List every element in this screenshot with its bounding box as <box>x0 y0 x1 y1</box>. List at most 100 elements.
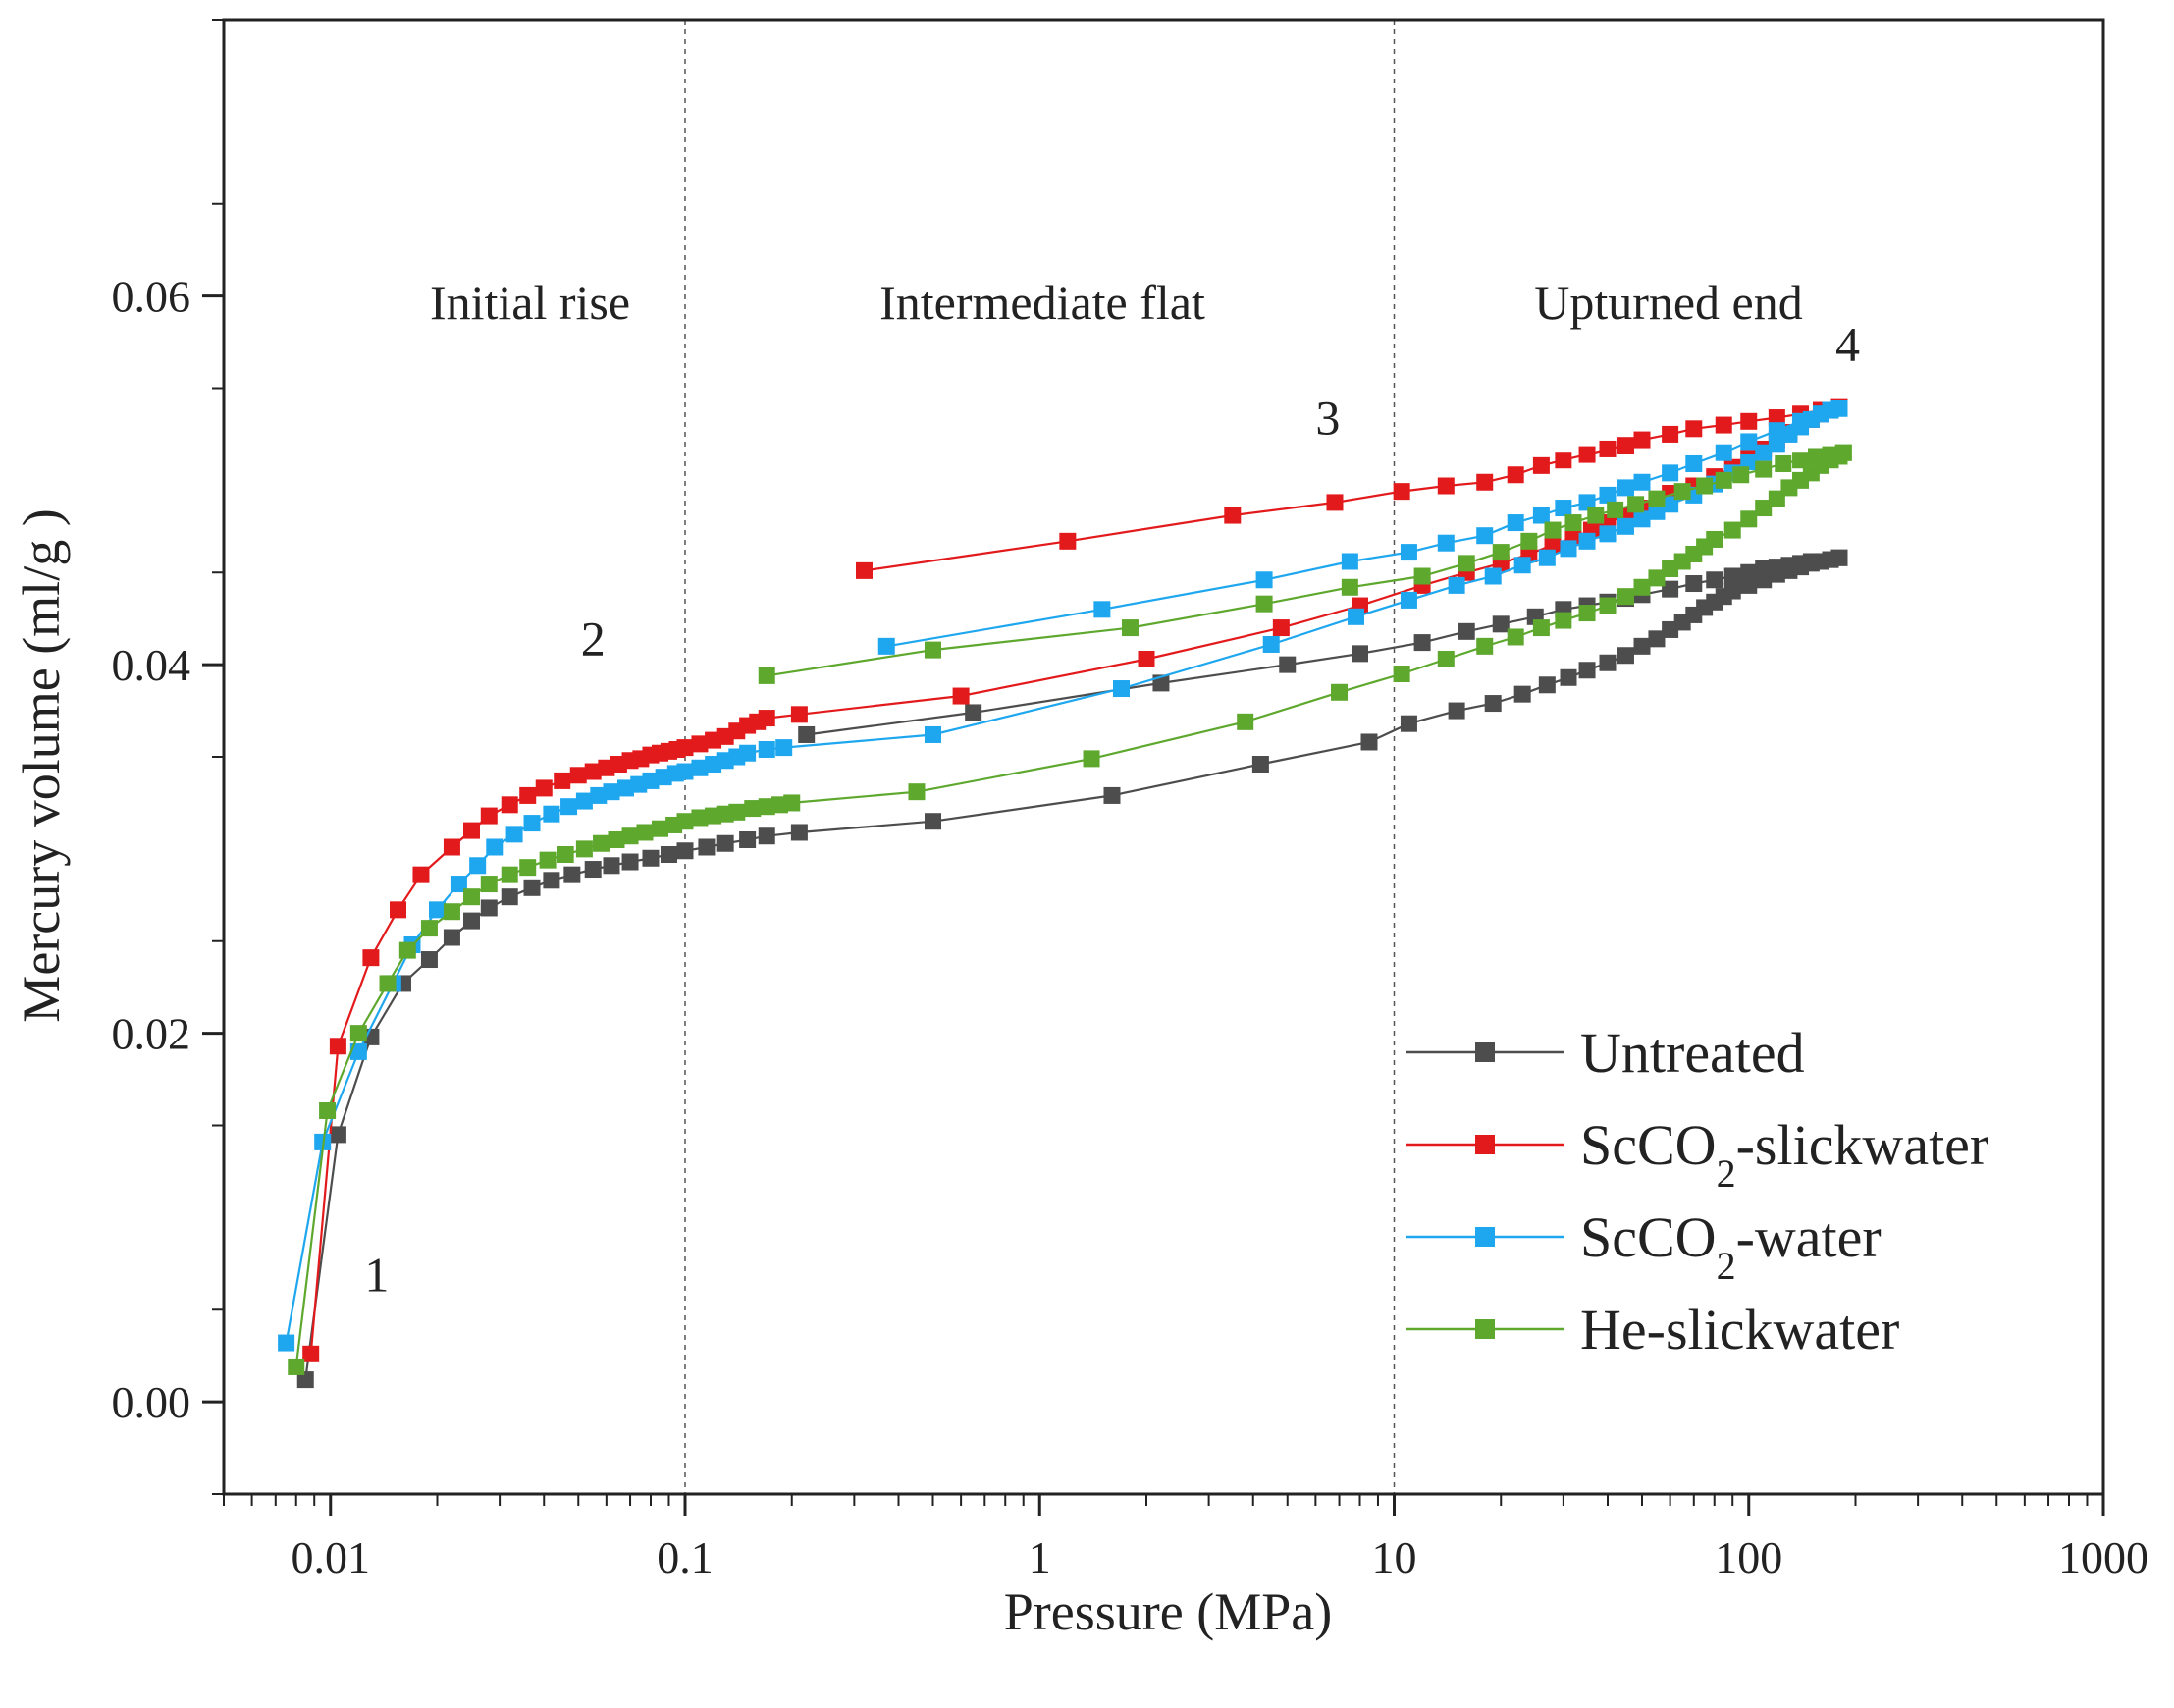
data-point-2-intrusion-0 <box>278 1334 295 1352</box>
data-point-1-extrusion-8 <box>1633 431 1651 449</box>
data-point-0-intrusion-44 <box>1723 582 1741 600</box>
data-point-3-extrusion-17 <box>1492 544 1510 561</box>
data-point-0-extrusion-7 <box>1755 560 1773 577</box>
data-point-3-intrusion-34 <box>1437 650 1455 667</box>
data-point-0-intrusion-34 <box>1599 654 1617 671</box>
data-point-0-intrusion-11 <box>563 866 581 883</box>
data-point-1-extrusion-18 <box>1326 494 1344 511</box>
data-point-3-extrusion-8 <box>1696 477 1714 495</box>
data-point-3-extrusion-16 <box>1520 532 1538 550</box>
data-point-2-intrusion-44 <box>1662 496 1679 513</box>
data-point-1-intrusion-0 <box>302 1345 320 1362</box>
data-point-1-extrusion-19 <box>1224 507 1242 524</box>
data-point-0-intrusion-10 <box>543 872 560 889</box>
data-point-1-extrusion-11 <box>1578 446 1596 463</box>
data-point-0-intrusion-32 <box>1560 668 1577 686</box>
data-point-0-intrusion-36 <box>1633 637 1651 655</box>
data-point-3-intrusion-18 <box>652 820 669 837</box>
data-point-0-intrusion-31 <box>1538 676 1556 694</box>
x-tick-label-4: 100 <box>1715 1532 1782 1582</box>
y-axis-title: Mercury volume (ml/g ) <box>12 508 71 1022</box>
data-point-2-intrusion-49 <box>1755 444 1773 461</box>
data-point-3-intrusion-15 <box>608 830 625 848</box>
data-point-0-extrusion-10 <box>1706 571 1723 589</box>
data-point-1-intrusion-9 <box>519 786 537 804</box>
data-point-2-extrusion-2 <box>1792 412 1810 430</box>
data-point-1-intrusion-1 <box>329 1038 346 1055</box>
data-point-3-intrusion-36 <box>1507 628 1524 646</box>
data-point-3-intrusion-5 <box>420 920 438 937</box>
data-point-2-intrusion-26 <box>739 744 757 762</box>
series-line-2-extrusion <box>886 407 1840 648</box>
data-point-1-intrusion-32 <box>1138 650 1155 667</box>
data-point-1-intrusion-22 <box>676 739 694 757</box>
data-point-0-intrusion-33 <box>1578 662 1596 679</box>
data-point-0-intrusion-6 <box>463 912 481 930</box>
data-point-1-intrusion-8 <box>501 796 518 814</box>
data-point-3-intrusion-51 <box>1755 500 1773 517</box>
data-point-3-intrusion-48 <box>1706 530 1723 548</box>
data-point-0-intrusion-8 <box>501 888 518 906</box>
data-point-0-intrusion-15 <box>642 849 660 867</box>
data-point-2-intrusion-38 <box>1560 540 1577 558</box>
data-point-3-extrusion-14 <box>1564 514 1582 532</box>
data-point-2-intrusion-9 <box>505 826 523 843</box>
data-point-0-intrusion-28 <box>1448 702 1465 720</box>
data-point-3-intrusion-29 <box>908 783 926 801</box>
point-annotation-4: 4 <box>1835 316 1860 371</box>
data-point-3-intrusion-31 <box>1237 713 1254 730</box>
data-point-2-intrusion-6 <box>450 876 467 893</box>
data-point-3-intrusion-3 <box>379 975 397 992</box>
data-point-3-intrusion-20 <box>676 813 694 830</box>
data-point-1-intrusion-5 <box>443 838 460 856</box>
data-point-2-intrusion-31 <box>1262 635 1280 653</box>
data-point-3-intrusion-28 <box>783 794 801 812</box>
data-point-0-extrusion-21 <box>1413 634 1431 652</box>
y-tick-label-3: 0.06 <box>112 272 191 322</box>
data-point-1-extrusion-10 <box>1599 440 1617 457</box>
data-point-3-intrusion-50 <box>1740 510 1758 528</box>
data-point-2-extrusion-5 <box>1715 444 1732 461</box>
data-point-2-extrusion-1 <box>1812 405 1829 423</box>
data-point-0-intrusion-23 <box>925 813 942 830</box>
data-point-2-intrusion-10 <box>523 815 541 832</box>
data-point-0-intrusion-35 <box>1617 647 1634 665</box>
y-tick-label-0: 0.00 <box>112 1377 191 1427</box>
data-point-3-intrusion-43 <box>1648 569 1666 587</box>
data-point-3-intrusion-8 <box>480 876 498 893</box>
data-point-3-extrusion-24 <box>758 667 775 684</box>
data-point-2-intrusion-30 <box>1112 680 1130 698</box>
data-point-3-intrusion-13 <box>575 840 593 858</box>
data-point-3-intrusion-1 <box>319 1101 337 1119</box>
data-point-1-intrusion-2 <box>362 949 380 967</box>
data-point-2-intrusion-48 <box>1740 454 1758 471</box>
data-point-2-intrusion-11 <box>543 805 560 823</box>
data-point-1-extrusion-20 <box>1059 532 1077 550</box>
data-point-3-extrusion-20 <box>1341 578 1358 596</box>
point-annotation-1: 1 <box>364 1247 389 1302</box>
data-point-2-extrusion-4 <box>1740 433 1758 451</box>
data-point-1-extrusion-9 <box>1617 437 1634 454</box>
data-point-0-intrusion-0 <box>296 1371 314 1389</box>
data-point-2-intrusion-32 <box>1348 608 1365 625</box>
data-point-0-extrusion-6 <box>1768 559 1785 576</box>
data-point-1-intrusion-30 <box>790 706 808 723</box>
data-point-2-intrusion-16 <box>616 779 634 797</box>
data-point-3-intrusion-37 <box>1532 619 1550 637</box>
series-line-1-extrusion <box>864 405 1840 572</box>
data-point-3-intrusion-6 <box>443 903 460 921</box>
data-point-3-intrusion-9 <box>501 866 518 883</box>
legend-label-0: Untreated <box>1580 1021 1805 1085</box>
data-point-3-extrusion-1 <box>1822 446 1839 463</box>
data-point-3-intrusion-17 <box>636 824 654 841</box>
data-point-0-extrusion-23 <box>1279 656 1297 673</box>
data-point-2-intrusion-39 <box>1578 532 1596 550</box>
data-point-2-extrusion-6 <box>1685 454 1703 472</box>
series-layer <box>278 398 1852 1389</box>
data-point-0-intrusion-27 <box>1400 715 1417 732</box>
data-point-1-extrusion-16 <box>1437 477 1455 495</box>
data-point-1-intrusion-31 <box>952 687 970 705</box>
data-point-3-extrusion-21 <box>1255 595 1273 613</box>
data-point-0-extrusion-20 <box>1458 622 1475 640</box>
